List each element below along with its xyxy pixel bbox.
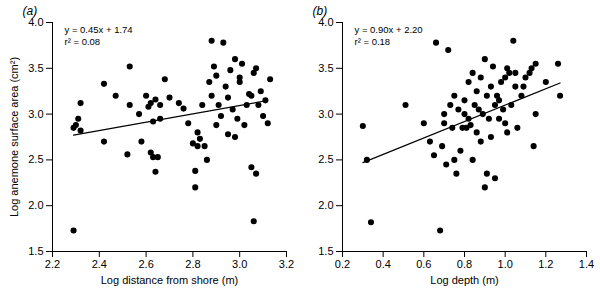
svg-text:2.0: 2.0 [318, 199, 333, 211]
svg-text:0.4: 0.4 [376, 258, 391, 270]
svg-text:y = 0.45x + 1.74: y = 0.45x + 1.74 [65, 24, 133, 35]
svg-text:Log anemone surface area (cm²): Log anemone surface area (cm²) [8, 57, 20, 217]
svg-text:3.0: 3.0 [232, 258, 247, 270]
svg-text:r² = 0.18: r² = 0.18 [355, 36, 391, 47]
svg-text:2.0: 2.0 [28, 199, 43, 211]
svg-text:3.0: 3.0 [318, 108, 333, 120]
svg-text:1.2: 1.2 [538, 258, 553, 270]
svg-text:2.8: 2.8 [185, 258, 200, 270]
svg-text:Log depth (m): Log depth (m) [430, 274, 498, 286]
svg-text:3.0: 3.0 [28, 108, 43, 120]
svg-text:3.5: 3.5 [28, 62, 43, 74]
svg-text:0.8: 0.8 [457, 258, 472, 270]
svg-text:Log distance from shore (m): Log distance from shore (m) [101, 274, 239, 286]
svg-text:2.5: 2.5 [28, 153, 43, 165]
svg-text:2.5: 2.5 [318, 153, 333, 165]
svg-text:1.0: 1.0 [498, 258, 513, 270]
svg-text:(a): (a) [23, 4, 38, 18]
svg-text:1.5: 1.5 [318, 245, 333, 257]
svg-text:2.4: 2.4 [92, 258, 107, 270]
svg-text:2.2: 2.2 [45, 258, 60, 270]
svg-text:1.4: 1.4 [579, 258, 594, 270]
svg-text:1.5: 1.5 [28, 245, 43, 257]
svg-text:2.6: 2.6 [138, 258, 153, 270]
svg-text:4.0: 4.0 [28, 16, 44, 28]
svg-text:4.0: 4.0 [318, 16, 334, 28]
svg-text:(b): (b) [313, 4, 328, 18]
svg-text:r² = 0.08: r² = 0.08 [65, 36, 101, 47]
svg-text:3.5: 3.5 [318, 62, 333, 74]
svg-text:0.2: 0.2 [335, 258, 350, 270]
svg-text:3.2: 3.2 [279, 258, 294, 270]
svg-text:0.6: 0.6 [416, 258, 431, 270]
svg-text:y = 0.90x + 2.20: y = 0.90x + 2.20 [355, 24, 423, 35]
